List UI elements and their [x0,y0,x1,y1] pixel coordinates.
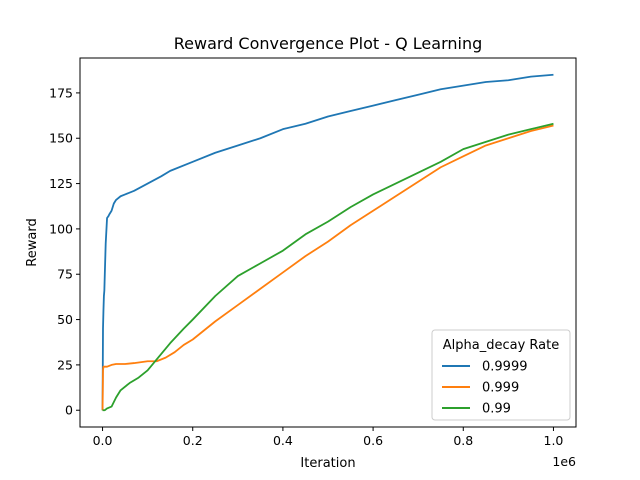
x-tick-label: 0.8 [453,433,473,448]
x-axis-label: Iteration [300,456,355,471]
x-tick-label: 1.0 [544,433,564,448]
series-line-2 [102,122,554,412]
legend-label-0: 0.9999 [482,360,528,375]
y-axis: 0 25 50 75 100 125 150 175 [49,85,80,418]
legend: Alpha_decay Rate 0.9999 0.999 0.99 [431,329,571,421]
series-line-1 [101,124,554,411]
x-axis: 0.0 0.2 0.4 0.6 0.8 1.0 [93,427,564,448]
y-tick-label: 25 [57,357,73,372]
y-tick-label: 175 [49,85,73,100]
y-tick-label: 125 [49,176,73,191]
y-tick-label: 75 [57,267,73,282]
y-tick-label: 0 [65,403,73,418]
y-tick-label: 50 [57,312,73,327]
y-tick-label: 150 [49,131,73,146]
legend-items: 0.9999 0.999 0.99 [442,360,528,417]
plot-frame [79,57,577,428]
series-line-0 [101,73,554,411]
y-axis-label: Reward [25,218,40,266]
legend-label-1: 0.999 [482,381,519,396]
y-tick-label: 100 [49,221,73,236]
x-tick-label: 0.6 [363,433,383,448]
chart-title: Reward Convergence Plot - Q Learning [174,34,483,53]
x-tick-label: 0.2 [183,433,203,448]
x-tick-label: 0.4 [273,433,293,448]
series-layer [101,73,554,412]
x-axis-offset-label: 1e6 [552,454,576,469]
legend-box [431,329,571,421]
legend-label-2: 0.99 [482,402,511,417]
legend-title: Alpha_decay Rate [443,338,559,353]
x-tick-label: 0.0 [93,433,113,448]
